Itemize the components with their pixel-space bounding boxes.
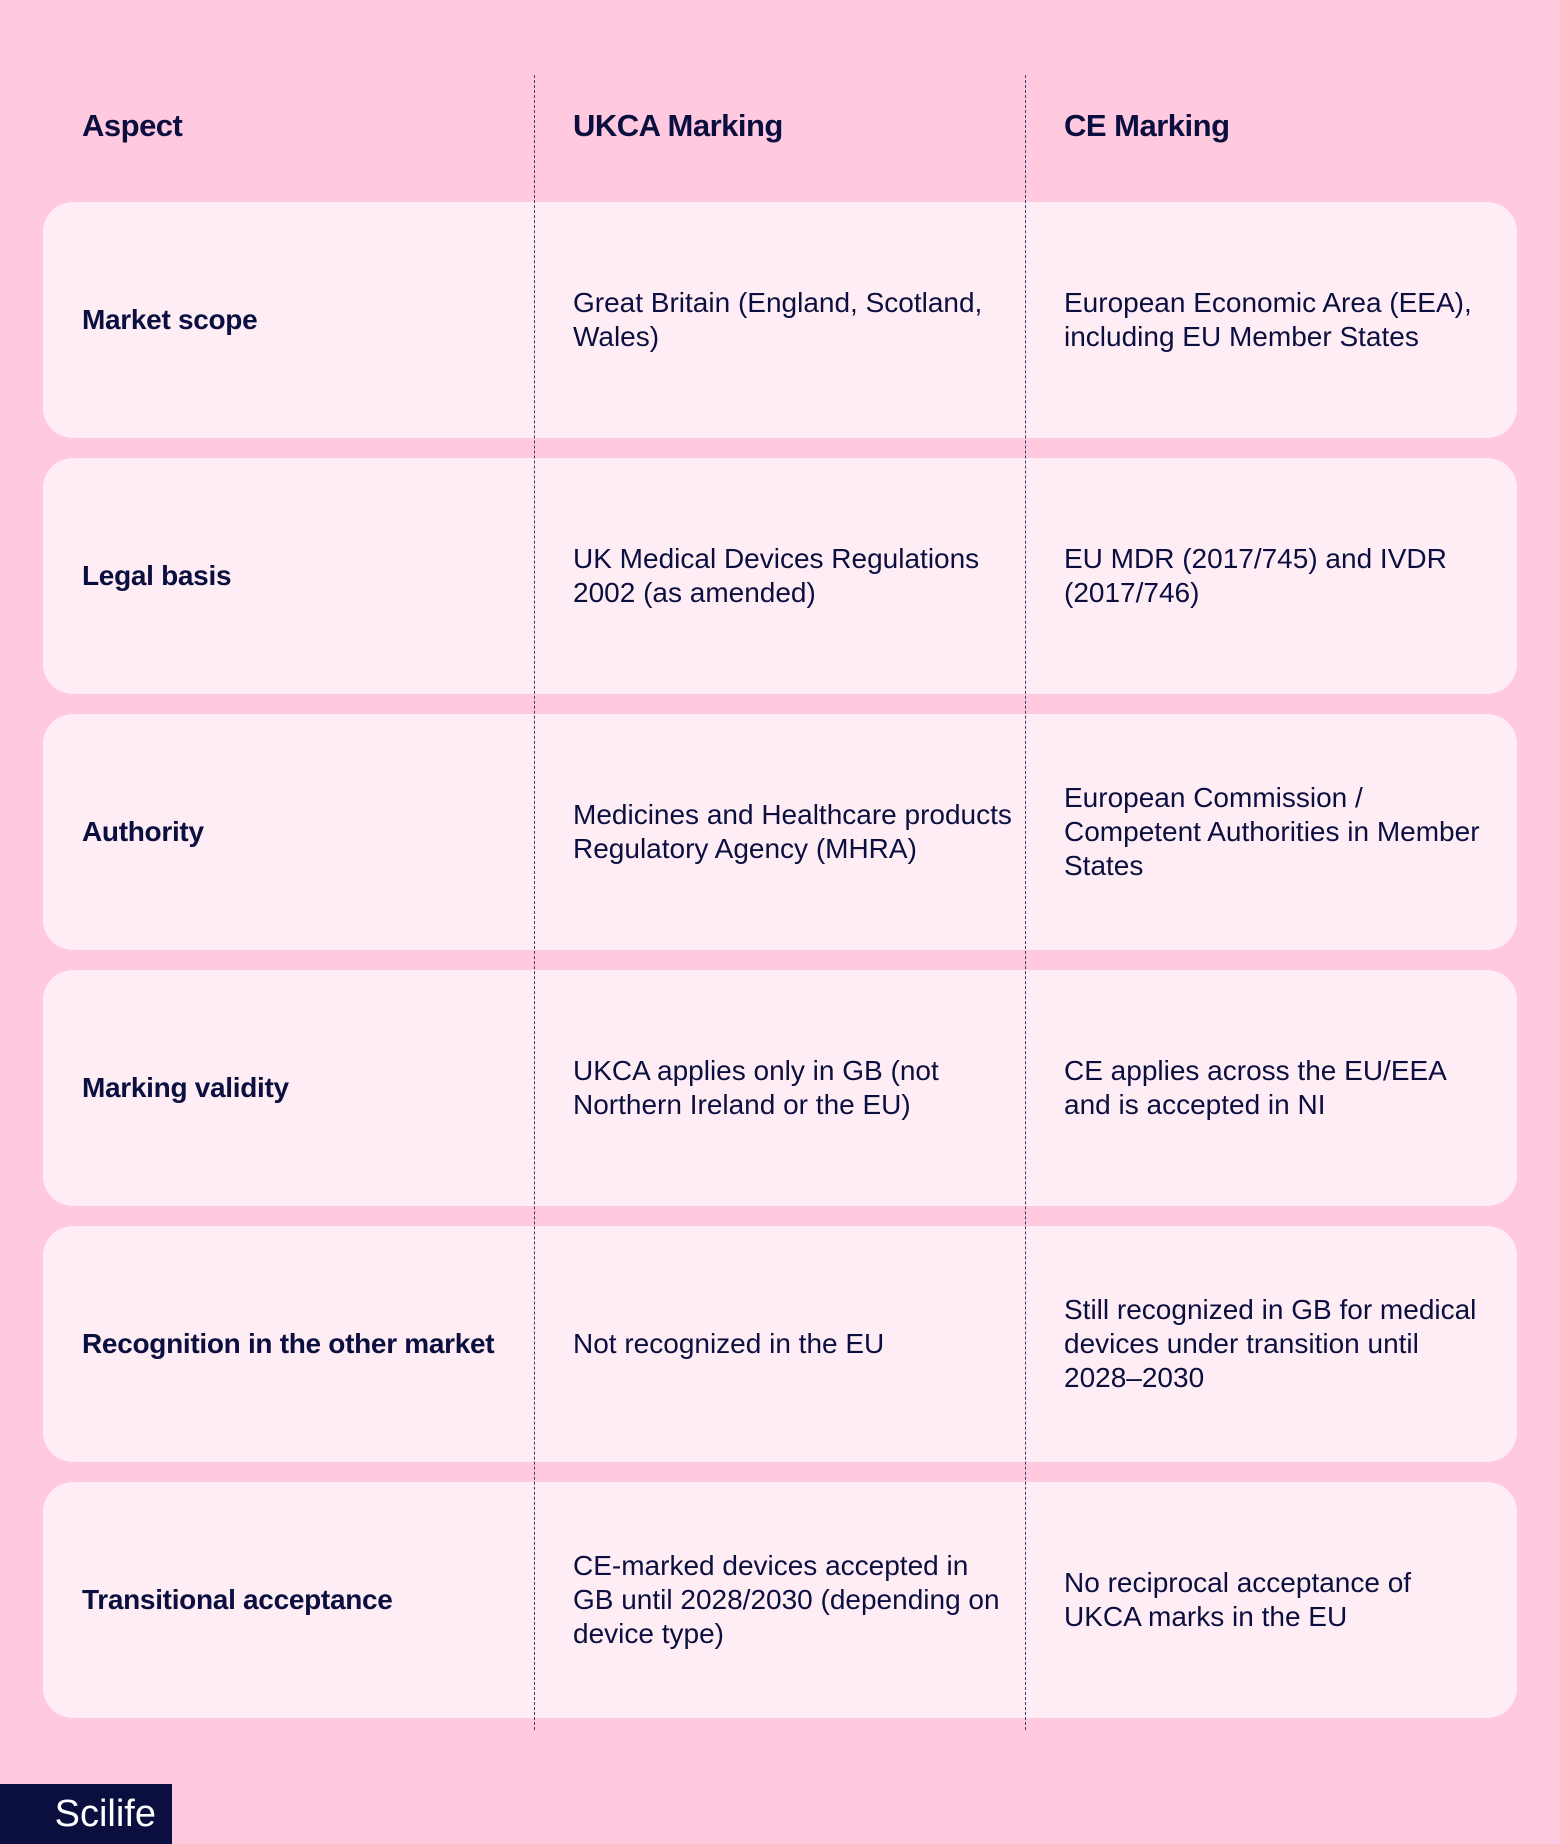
header-ce: CE Marking	[1064, 108, 1230, 143]
header-ukca: UKCA Marking	[573, 108, 783, 143]
cell-text: Not recognized in the EU	[573, 1328, 885, 1359]
cell-text: Market scope	[82, 304, 258, 335]
ukca-cell: Not recognized in the EU	[573, 1226, 1013, 1462]
ce-cell: European Commission / Competent Authorit…	[1064, 714, 1494, 950]
cell-text: CE-marked devices accepted in GB until 2…	[573, 1550, 1000, 1649]
aspect-cell: Recognition in the other market	[82, 1226, 512, 1462]
ukca-cell: UKCA applies only in GB (not Northern Ir…	[573, 970, 1013, 1206]
table-row: Recognition in the other market Not recog…	[43, 1226, 1517, 1462]
table-row: Legal basis UK Medical Devices Regulation…	[43, 458, 1517, 694]
cell-text: UK Medical Devices Regulations 2002 (as …	[573, 543, 980, 608]
ce-cell: Still recognized in GB for medical devic…	[1064, 1226, 1494, 1462]
aspect-cell: Market scope	[82, 202, 512, 438]
logo-text: Scilife	[54, 1792, 156, 1835]
cell-text: Legal basis	[82, 560, 232, 591]
table-row: Market scope Great Britain (England, Scot…	[43, 202, 1517, 438]
table-row: Transitional acceptance CE-marked devices…	[43, 1482, 1517, 1718]
cell-text: Transitional acceptance	[82, 1584, 393, 1615]
ce-cell: EU MDR (2017/745) and IVDR (2017/746)	[1064, 458, 1494, 694]
ukca-cell: CE-marked devices accepted in GB until 2…	[573, 1482, 1013, 1718]
cell-text: Still recognized in GB for medical devic…	[1064, 1294, 1477, 1393]
aspect-cell: Transitional acceptance	[82, 1482, 512, 1718]
ce-cell: European Economic Area (EEA), including …	[1064, 202, 1494, 438]
cell-text: Recognition in the other market	[82, 1328, 495, 1359]
cell-text: European Commission / Competent Authorit…	[1064, 782, 1480, 881]
column-divider	[1025, 75, 1026, 1730]
cell-text: Marking validity	[82, 1072, 289, 1103]
scilife-logo: Scilife	[0, 1784, 172, 1844]
cell-text: Medicines and Healthcare products Regula…	[573, 799, 1012, 864]
column-divider	[534, 75, 535, 1730]
cell-text: European Economic Area (EEA), including …	[1064, 287, 1472, 352]
cell-text: UKCA applies only in GB (not Northern Ir…	[573, 1055, 939, 1120]
cell-text: EU MDR (2017/745) and IVDR (2017/746)	[1064, 543, 1447, 608]
aspect-cell: Marking validity	[82, 970, 512, 1206]
aspect-cell: Legal basis	[82, 458, 512, 694]
cell-text: Authority	[82, 816, 204, 847]
aspect-cell: Authority	[82, 714, 512, 950]
ukca-cell: Great Britain (England, Scotland, Wales)	[573, 202, 1013, 438]
ukca-cell: Medicines and Healthcare products Regula…	[573, 714, 1013, 950]
table-row: Marking validity UKCA applies only in GB …	[43, 970, 1517, 1206]
header-aspect: Aspect	[82, 108, 183, 143]
ce-cell: CE applies across the EU/EEA and is acce…	[1064, 970, 1494, 1206]
table-row: Authority Medicines and Healthcare produc…	[43, 714, 1517, 950]
ce-cell: No reciprocal acceptance of UKCA marks i…	[1064, 1482, 1494, 1718]
cell-text: No reciprocal acceptance of UKCA marks i…	[1064, 1567, 1412, 1632]
cell-text: Great Britain (England, Scotland, Wales)	[573, 287, 983, 352]
ukca-cell: UK Medical Devices Regulations 2002 (as …	[573, 458, 1013, 694]
cell-text: CE applies across the EU/EEA and is acce…	[1064, 1055, 1446, 1120]
